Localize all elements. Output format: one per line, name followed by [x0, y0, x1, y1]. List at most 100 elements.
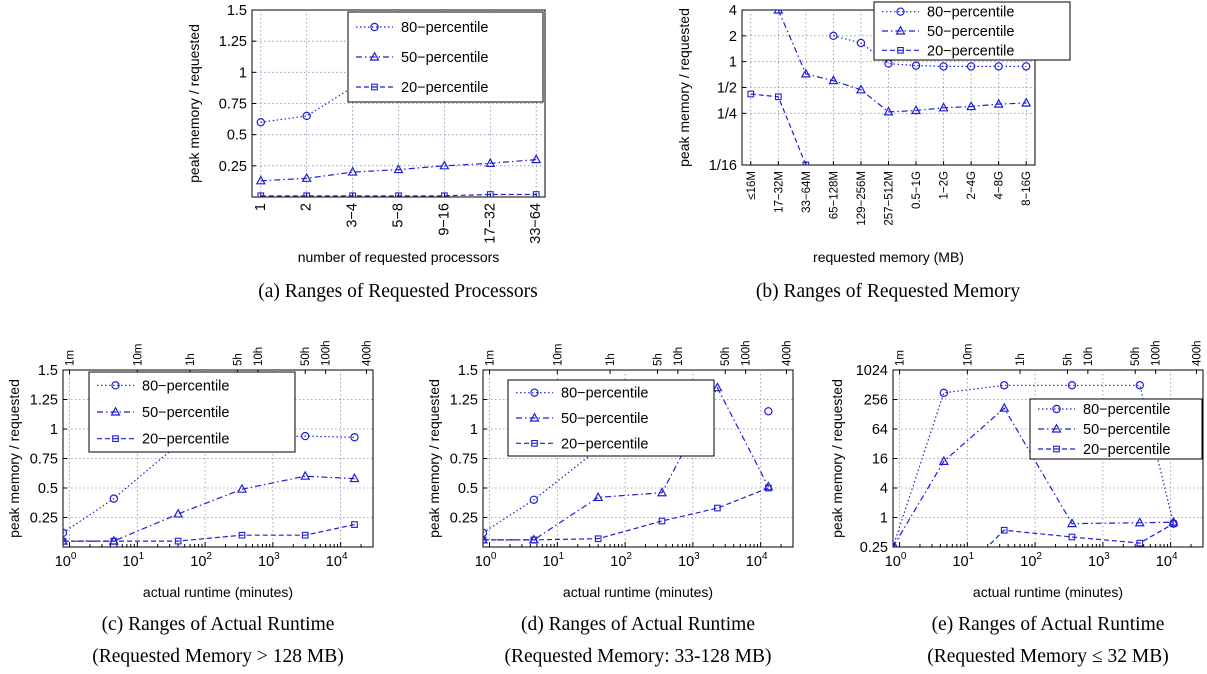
- x-tick-label: 2: [299, 203, 315, 211]
- x-tick-label: 100: [885, 551, 907, 570]
- x-tick-label: 104: [1156, 551, 1178, 570]
- legend-label: 80−percentile: [401, 20, 488, 36]
- data-point: [1066, 518, 1078, 528]
- legend-marker: [1053, 445, 1060, 453]
- data-point: [109, 494, 119, 503]
- data-point: [485, 157, 496, 167]
- chart-panel-e: 0.25 1 4 16 64 256 1024 100 101 102 103 104 1m 10m 1h 5…: [829, 340, 1204, 667]
- legend-marker: [110, 406, 121, 416]
- y-tick-label: 1.25: [30, 393, 58, 409]
- x-tick-label: 8−16G: [1021, 171, 1033, 206]
- top-tick-label: 100h: [1151, 340, 1163, 366]
- y-tick-label: 0.5: [227, 128, 247, 144]
- legend: 80−percentile 50−percentile 20−percentile: [347, 11, 544, 103]
- top-tick-label: 50h: [720, 347, 732, 366]
- top-tick-label: 1m: [895, 350, 907, 366]
- data-point: [855, 84, 866, 94]
- data-point: [303, 192, 311, 197]
- y-tick-label: 4: [880, 481, 888, 497]
- series-line: [986, 523, 1174, 547]
- y-axis-label: peak memory / requested: [6, 379, 22, 538]
- x-tick-label: 0.5−1G: [911, 171, 923, 209]
- data-point: [300, 470, 311, 480]
- x-tick-label: 9−16: [436, 203, 452, 236]
- data-point: [765, 484, 772, 492]
- x-tick-label: 65−128M: [828, 171, 840, 219]
- data-point: [893, 541, 897, 547]
- data-point: [441, 192, 448, 197]
- chart-panel-a: 0.25 0.5 0.75 1 1.25 1.5 1 2 3−4 5−8 9−16 17−32 33−6…: [186, 3, 546, 302]
- data-point: [1000, 381, 1009, 390]
- top-tick-label: 1m: [485, 350, 497, 366]
- data-point: [531, 154, 542, 164]
- y-tick-label: 1/2: [717, 81, 737, 97]
- data-point: [658, 517, 666, 525]
- data-point: [802, 161, 810, 165]
- legend-marker: [531, 439, 538, 447]
- data-point: [993, 98, 1004, 108]
- top-tick-label: 10m: [132, 344, 144, 366]
- legend-marker: [530, 388, 539, 397]
- y-tick-label: 1.5: [458, 363, 478, 379]
- data-point: [349, 192, 356, 197]
- x-axis-label: actual runtime (minutes): [563, 584, 713, 600]
- data-point: [966, 62, 976, 71]
- legend: 80−percentile 50−percentile 20−percentile: [1029, 398, 1203, 460]
- y-tick-label: 0.25: [30, 511, 58, 527]
- data-point: [938, 102, 949, 112]
- y-tick-label: 4: [729, 3, 737, 19]
- top-tick-label: 1h: [185, 353, 197, 366]
- data-point: [800, 68, 811, 78]
- data-point: [1134, 517, 1145, 527]
- legend: 80−percentile 50−percentile 20−percentile: [88, 371, 296, 453]
- y-tick-label: 256: [864, 393, 888, 409]
- y-tick-label: 0.25: [450, 511, 478, 527]
- y-tick-label: 1: [729, 55, 737, 71]
- data-point: [236, 483, 248, 493]
- data-point: [829, 31, 838, 41]
- legend-label: 80−percentile: [561, 386, 648, 402]
- x-tick-label: 100: [55, 551, 77, 570]
- x-tick-label: 2−4G: [966, 171, 978, 200]
- data-point: [349, 473, 360, 483]
- data-point: [1170, 520, 1177, 527]
- top-tick-label: 100h: [321, 340, 333, 366]
- series-line: [260, 159, 537, 182]
- y-tick-label: 0.5: [38, 481, 58, 497]
- y-tick-label: 2: [729, 29, 737, 45]
- top-tick-label: 1m: [65, 350, 77, 366]
- data-point: [1135, 381, 1144, 390]
- data-point: [712, 382, 723, 392]
- top-tick-label: 50h: [1130, 347, 1142, 366]
- y-tick-label: 0.5: [458, 481, 478, 497]
- top-tick-label: 10h: [1083, 347, 1095, 366]
- data-point: [529, 495, 539, 504]
- x-axis-label: requested memory (MB): [813, 249, 964, 265]
- caption-subtitle: (Requested Memory ≤ 32 MB): [927, 646, 1168, 667]
- x-tick-label: 101: [952, 551, 974, 570]
- legend-marker: [371, 83, 378, 91]
- y-tick-label: 64: [872, 422, 888, 438]
- top-tick-label: 10h: [253, 347, 265, 366]
- legend-marker: [1052, 404, 1061, 414]
- caption-subtitle: (Requested Memory: 33-128 MB): [504, 646, 771, 667]
- legend: 80−percentile 50−percentile 20−percentile: [873, 1, 1071, 61]
- data-point: [439, 160, 450, 170]
- series-line: [833, 35, 1027, 68]
- x-tick-label: 103: [1088, 551, 1110, 570]
- legend-label: 20−percentile: [927, 43, 1014, 59]
- legend-label: 20−percentile: [561, 436, 648, 452]
- x-tick-label: 17−32: [482, 203, 498, 244]
- data-point: [1067, 381, 1077, 390]
- data-point: [594, 535, 602, 543]
- legend-marker: [112, 435, 119, 443]
- legend-marker: [897, 46, 904, 54]
- x-tick-label: 4−8G: [994, 171, 1006, 200]
- y-axis-label: peak memory / requested: [829, 379, 845, 538]
- y-tick-label: 1: [239, 65, 247, 81]
- data-point: [63, 537, 67, 545]
- data-point: [350, 433, 359, 442]
- legend-label: 50−percentile: [142, 405, 229, 421]
- data-point: [1168, 516, 1179, 526]
